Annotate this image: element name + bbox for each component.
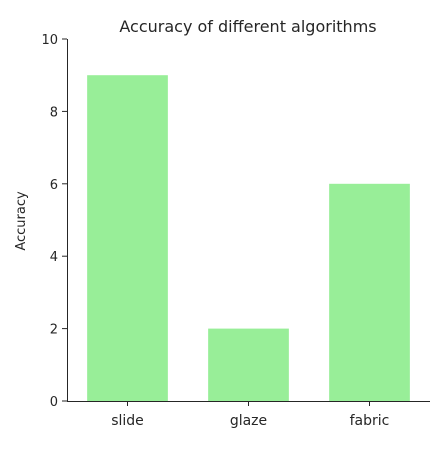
bar-slide (87, 75, 168, 401)
y-tick-label: 4 (50, 250, 58, 265)
y-tick-label: 10 (41, 33, 58, 48)
x-tick-label-fabric: fabric (350, 413, 390, 429)
bars-layer (87, 75, 410, 401)
x-tick-label-slide: slide (111, 413, 144, 429)
x-axis-ticks: slide glaze fabric (111, 401, 389, 429)
y-tick-label: 0 (50, 395, 58, 410)
chart-title: Accuracy of different algorithms (119, 17, 376, 36)
y-tick-label: 6 (50, 178, 58, 193)
y-axis-ticks: 0 2 4 6 8 10 (41, 33, 67, 410)
y-axis-label: Accuracy (14, 191, 29, 251)
y-tick-label: 2 (50, 323, 58, 338)
x-tick-label-glaze: glaze (230, 413, 267, 429)
bar-fabric (329, 183, 410, 401)
y-tick-label: 8 (50, 105, 58, 120)
bar-glaze (208, 328, 289, 401)
